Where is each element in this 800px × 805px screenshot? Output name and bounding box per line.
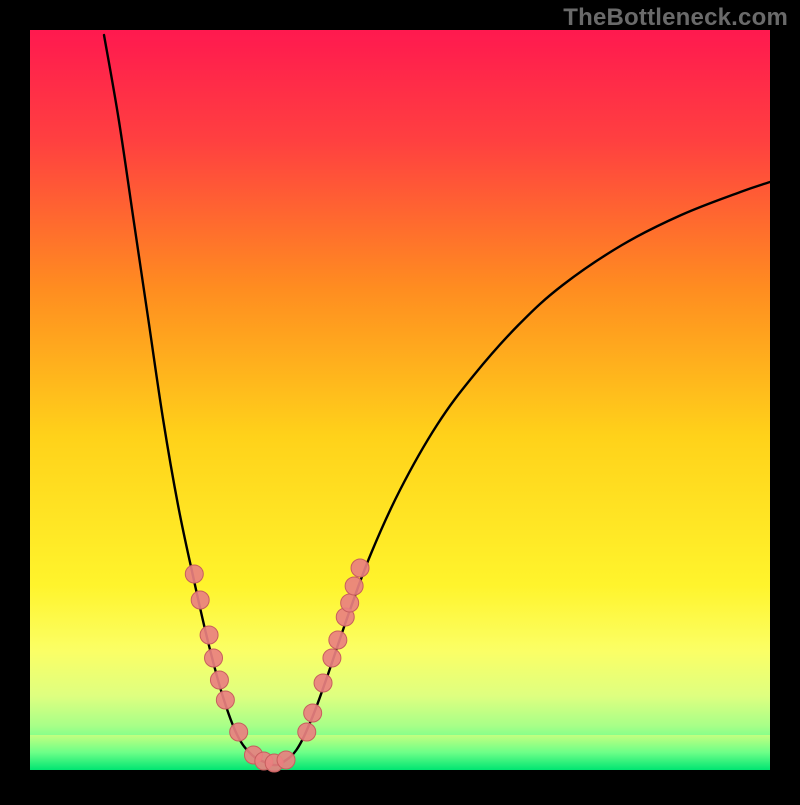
data-marker [314, 674, 332, 692]
plot-gradient [30, 30, 770, 770]
chart-frame: TheBottleneck.com [0, 0, 800, 800]
data-marker [205, 649, 223, 667]
data-marker [277, 751, 295, 769]
data-marker [298, 723, 316, 741]
watermark-text: TheBottleneck.com [563, 4, 788, 32]
data-marker [329, 631, 347, 649]
data-marker [351, 559, 369, 577]
data-marker [345, 577, 363, 595]
bottleneck-chart [0, 0, 800, 800]
data-marker [210, 671, 228, 689]
data-marker [191, 591, 209, 609]
green-band [30, 735, 770, 770]
data-marker [200, 626, 218, 644]
data-marker [304, 704, 322, 722]
data-marker [216, 691, 234, 709]
data-marker [341, 594, 359, 612]
data-marker [185, 565, 203, 583]
data-marker [323, 649, 341, 667]
data-marker [230, 723, 248, 741]
